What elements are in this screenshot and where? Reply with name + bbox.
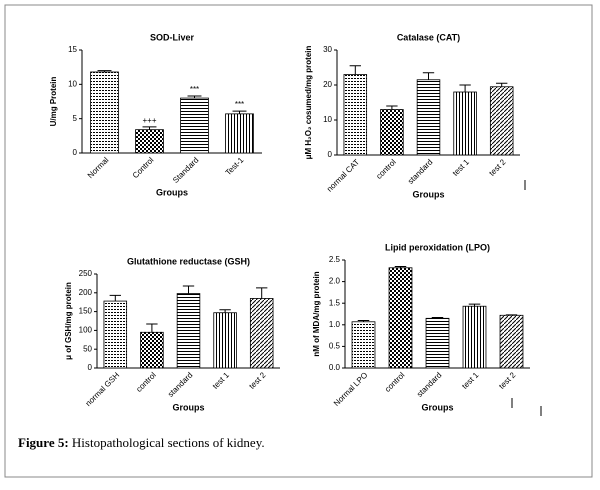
y-axis-label: nM of MDA/mg protein <box>312 271 321 356</box>
x-tick-label: Normal <box>86 155 111 180</box>
x-tick-label: test 2 <box>487 157 508 178</box>
x-tick-label: test 2 <box>247 370 268 391</box>
x-tick-label: Test-1 <box>224 155 246 177</box>
x-tick-label: control <box>134 370 158 394</box>
caption-text: Histopathological sections of kidney. <box>72 435 265 450</box>
bar <box>177 294 200 368</box>
bar <box>463 306 486 368</box>
bar <box>181 98 209 153</box>
chart-title: Glutathione reductase (GSH) <box>127 256 250 266</box>
bar <box>352 322 375 368</box>
y-tick-label: 50 <box>83 344 92 353</box>
error-bar <box>423 73 434 80</box>
error-bar <box>386 106 397 110</box>
bar <box>104 301 127 368</box>
error-bar <box>110 295 121 301</box>
chart-title: SOD-Liver <box>150 32 195 42</box>
error-bar <box>350 66 361 75</box>
x-tick-label: normal CAT <box>325 157 361 193</box>
y-axis-label: U/mg Protein <box>49 76 58 126</box>
bar-label: *** <box>235 100 244 109</box>
bar <box>214 313 237 368</box>
y-tick-label: 0.0 <box>329 363 341 372</box>
y-axis-label: μM H₂O₂ cosumed/mg protein <box>304 45 313 159</box>
caption-label: Figure 5: <box>18 435 69 450</box>
y-tick-label: 0 <box>88 363 93 372</box>
error-bar <box>183 286 194 294</box>
x-tick-label: Standard <box>171 156 200 185</box>
y-tick-label: 100 <box>79 326 93 335</box>
x-tick-label: Normal LPO <box>332 371 369 408</box>
y-tick-label: 2.5 <box>329 255 341 264</box>
x-tick-label: test 1 <box>211 370 232 391</box>
bar <box>454 92 477 155</box>
error-bar <box>219 310 230 313</box>
x-axis-label: Groups <box>421 402 453 412</box>
y-tick-label: 250 <box>79 269 93 278</box>
bar <box>226 114 254 153</box>
y-tick-label: 10 <box>68 79 77 88</box>
bar <box>389 268 412 368</box>
caption: Figure 5: Histopathological sections of … <box>18 435 265 450</box>
y-tick-label: 15 <box>68 45 77 54</box>
y-tick-label: 200 <box>79 288 93 297</box>
bar <box>500 315 523 368</box>
y-tick-label: 150 <box>79 307 93 316</box>
x-tick-label: test 1 <box>451 157 472 178</box>
bar <box>426 318 449 368</box>
y-tick-label: 30 <box>323 45 332 54</box>
bar-label: *** <box>190 85 199 94</box>
bar <box>381 110 404 156</box>
x-tick-label: control <box>374 157 398 181</box>
bar <box>136 130 164 153</box>
x-axis-label: Groups <box>172 402 204 412</box>
bar <box>91 72 119 153</box>
x-axis-label: Groups <box>156 187 188 197</box>
bar <box>141 332 164 368</box>
x-tick-label: standard <box>166 371 194 399</box>
error-bar <box>146 324 157 332</box>
error-bar <box>459 85 470 92</box>
y-tick-label: 10 <box>323 115 332 124</box>
y-tick-label: 20 <box>323 80 332 89</box>
y-tick-label: 2.0 <box>329 277 341 286</box>
x-tick-label: test 2 <box>497 370 518 391</box>
x-tick-label: standard <box>415 371 443 399</box>
x-tick-label: Control <box>131 155 156 180</box>
y-axis-label: μ of GSH/mg protein <box>64 282 73 360</box>
x-tick-label: normal GSH <box>84 370 122 408</box>
y-tick-label: 1.0 <box>329 320 341 329</box>
chart-title: Catalase (CAT) <box>397 32 460 42</box>
chart-title: Lipid peroxidation (LPO) <box>385 242 490 252</box>
y-tick-label: 1.5 <box>329 298 341 307</box>
y-tick-label: 0 <box>328 150 333 159</box>
bar <box>417 80 440 155</box>
x-tick-label: standard <box>406 158 434 186</box>
error-bar <box>143 127 157 130</box>
x-tick-label: test 1 <box>460 370 481 391</box>
x-tick-label: control <box>383 370 407 394</box>
error-bar <box>496 83 507 87</box>
error-bar <box>233 111 247 114</box>
y-tick-label: 5 <box>73 114 78 123</box>
bar <box>344 75 367 156</box>
y-tick-label: 0 <box>73 148 78 157</box>
y-tick-label: 0.5 <box>329 342 341 351</box>
bar-label: +++ <box>142 116 156 125</box>
error-bar <box>256 288 267 299</box>
bar <box>250 298 273 368</box>
bar <box>490 87 513 155</box>
x-axis-label: Groups <box>412 189 444 199</box>
